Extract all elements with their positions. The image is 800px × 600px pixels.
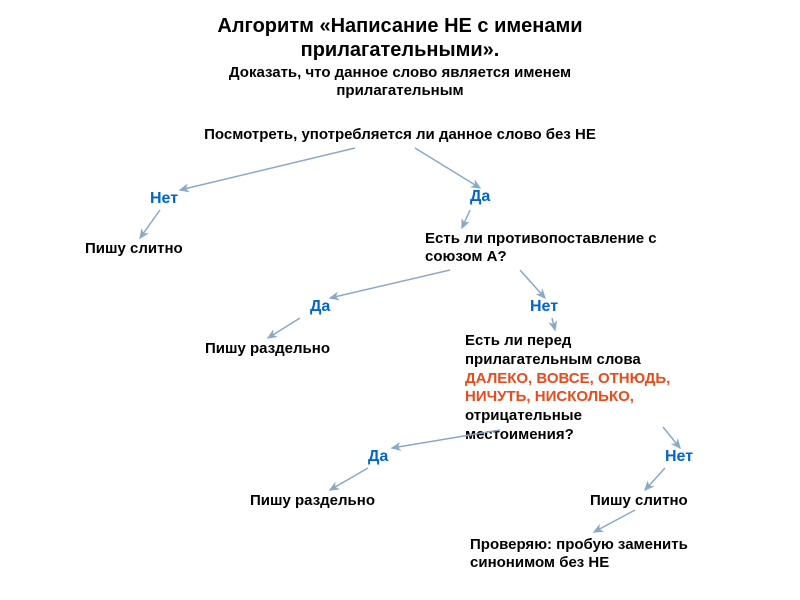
branch2-yes: Да: [310, 298, 330, 316]
title-line-2: прилагательными».: [301, 39, 500, 61]
step-2: Посмотреть, употребляется ли данное слов…: [140, 126, 660, 144]
branch3-yes: Да: [368, 448, 388, 466]
branch1-yes: Да: [470, 188, 490, 206]
check-synonym: Проверяю: пробую заменить синонимом без …: [470, 536, 780, 572]
question-before: Есть ли перед прилагательным слова ДАЛЕК…: [465, 332, 775, 445]
branch2-no: Нет: [530, 298, 558, 316]
q-before-line4: местоимения?: [465, 426, 574, 443]
red-words-line2: НИЧУТЬ, НИСКОЛЬКО,: [465, 388, 634, 405]
q-contrast-line1: Есть ли противопоставление с: [425, 230, 657, 247]
diagram-title: Алгоритм «Написание НЕ с именами прилага…: [0, 14, 800, 62]
step-1: Доказать, что данное слово является имен…: [150, 64, 650, 100]
result-left-together: Пишу слитно: [85, 240, 183, 258]
q-before-line3: отрицательные: [465, 407, 582, 424]
step1-line1: Доказать, что данное слово является имен…: [229, 64, 571, 81]
branch3-no: Нет: [665, 448, 693, 466]
step2-text: Посмотреть, употребляется ли данное слов…: [204, 126, 596, 143]
check-line1: Проверяю: пробую заменить: [470, 536, 688, 553]
title-line-1: Алгоритм «Написание НЕ с именами: [217, 15, 582, 37]
result-bottom-together: Пишу слитно: [590, 492, 688, 510]
red-words-line1: ДАЛЕКО, ВОВСЕ, ОТНЮДЬ,: [465, 370, 670, 387]
step1-line2: прилагательным: [336, 82, 463, 99]
branch1-no: Нет: [150, 190, 178, 208]
q-before-line1: Есть ли перед: [465, 332, 571, 349]
question-contrast: Есть ли противопоставление с союзом А?: [425, 230, 725, 266]
q-contrast-line2: союзом А?: [425, 248, 507, 265]
check-line2: синонимом без НЕ: [470, 554, 609, 571]
result-bottom-separately: Пишу раздельно: [250, 492, 375, 510]
q-before-line2: прилагательным слова: [465, 351, 641, 368]
result-middle-separately: Пишу раздельно: [205, 340, 330, 358]
